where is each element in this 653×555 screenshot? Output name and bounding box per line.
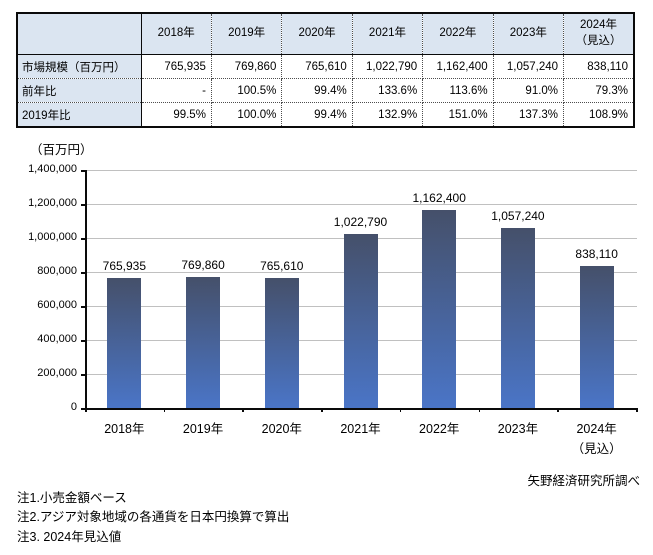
bar-chart: （百万円） 0 200,000 400,000 600,000 800,000 1,000… <box>0 130 653 470</box>
table-header-row: 2018年 2019年 2020年 2021年 2022年 2023年 2024年 （見込） <box>16 12 635 55</box>
table-year-header: 2022年 <box>422 12 494 55</box>
table-year-header: 2024年 （見込） <box>563 12 635 55</box>
table-cell: 137.3% <box>492 102 565 128</box>
bar-value-label: 769,860 <box>181 258 225 273</box>
bar-value-label: 1,162,400 <box>412 191 466 206</box>
x-axis-tick <box>399 408 402 412</box>
bar-value-label: 765,935 <box>102 258 147 273</box>
source-note: 矢野経済研究所調べ <box>527 474 640 488</box>
market-size-table-wrap: 2018年 2019年 2020年 2021年 2022年 2023年 2024年 （見込）… <box>16 12 635 128</box>
y-axis-tick-label: 800,000 <box>37 265 77 277</box>
table-year-header: 2021年 <box>351 12 424 55</box>
table-cell: 113.6% <box>422 78 494 103</box>
gridline <box>86 204 637 205</box>
y-axis-tick-label: 1,000,000 <box>28 231 77 243</box>
table-row: 前年比 -100.5% 99.4% 133.6% 113.6% 91.0% 79.3% <box>16 78 635 103</box>
table-cell: 99.4% <box>281 78 353 103</box>
table-year-header: 2023年 <box>492 12 565 55</box>
bar <box>107 277 142 408</box>
x-axis-label: 2018年 <box>104 422 145 436</box>
y-axis-tick <box>81 204 85 206</box>
table-cell: 133.6% <box>351 78 424 103</box>
x-axis-tick <box>163 408 166 412</box>
table-cell: 769,860 <box>210 54 283 79</box>
table-cell: 1,057,240 <box>492 54 565 79</box>
table-year-header: 2020年 <box>281 12 353 55</box>
bar <box>264 277 299 408</box>
table-cell: 765,935 <box>140 54 212 79</box>
table-corner-cell <box>16 12 142 55</box>
table-cell: 151.0% <box>422 102 494 128</box>
x-axis-tick <box>242 408 244 412</box>
gridline <box>86 170 637 171</box>
table-cell: 100.0% <box>210 102 283 128</box>
table-cell: 99.5% <box>140 102 212 128</box>
market-size-table: 2018年 2019年 2020年 2021年 2022年 2023年 2024年 （見込）… <box>16 12 635 128</box>
table-cell: 100.5% <box>210 78 283 103</box>
y-axis-unit-label: （百万円） <box>30 143 93 157</box>
x-axis-tick <box>478 408 481 412</box>
table-cell: 132.9% <box>351 102 424 128</box>
y-axis-tick <box>81 374 85 376</box>
table-cell: 99.4% <box>281 102 353 128</box>
bar-value-label: 765,610 <box>260 258 304 273</box>
x-axis-label: 2022年 <box>419 422 460 436</box>
y-axis-tick-label: 400,000 <box>37 333 77 345</box>
bar <box>343 234 378 408</box>
table-cell: 108.9% <box>563 102 635 128</box>
bar <box>186 277 221 408</box>
bar <box>579 265 614 408</box>
y-axis-tick-label: 600,000 <box>37 299 77 311</box>
table-year-header: 2019年 <box>210 12 283 55</box>
x-axis-label: 2023年 <box>497 422 539 436</box>
bar-value-label: 1,057,240 <box>491 209 545 224</box>
bar <box>422 210 457 408</box>
table-cell: - <box>140 78 212 103</box>
bar <box>500 228 535 408</box>
footnote-line: 注1.小売金額ベース <box>17 491 127 505</box>
table-cell: 838,110 <box>563 54 635 79</box>
footnote-line: 注2.アジア対象地域の各通貨を日本円換算で算出 <box>17 510 290 525</box>
table-row: 2019年比 99.5% 100.0% 99.4% 132.9% 151.0% 137.3%… <box>16 102 635 128</box>
x-axis-label: 2021年 <box>340 422 381 436</box>
y-axis-tick <box>81 340 85 342</box>
y-axis-tick <box>81 306 85 308</box>
x-axis-tick <box>636 408 638 412</box>
bar-value-label: 1,022,790 <box>333 215 388 230</box>
y-axis-tick <box>81 272 85 274</box>
y-axis-line <box>85 170 87 409</box>
table-cell: 1,162,400 <box>422 54 494 79</box>
y-axis-tick-label: 200,000 <box>37 367 77 379</box>
table-cell: 79.3% <box>563 78 635 103</box>
x-axis-label: 2019年 <box>182 422 224 436</box>
table-row-label: 市場規模（百万円） <box>16 54 142 79</box>
table-row-label: 2019年比 <box>16 102 142 128</box>
footnote-line: 注3. 2024年見込値 <box>17 529 122 544</box>
x-axis-line <box>85 408 638 410</box>
table-row: 市場規模（百万円） 765,935 769,860 765,610 1,022,790 1… <box>16 54 635 79</box>
x-axis-label: 2020年 <box>261 422 302 436</box>
x-axis-tick <box>321 408 323 412</box>
y-axis-tick-label: 1,400,000 <box>28 163 77 175</box>
bar-value-label: 838,110 <box>575 246 618 261</box>
y-axis-tick <box>81 170 85 172</box>
table-cell: 1,022,790 <box>351 54 424 79</box>
y-axis-tick <box>81 408 85 410</box>
table-year-header: 2018年 <box>140 12 212 55</box>
footnotes: 注1.小売金額ベース注2.アジア対象地域の各通貨を日本円換算で算出 注3. 202… <box>17 489 289 547</box>
y-axis-tick <box>81 238 85 240</box>
table-row-label: 前年比 <box>16 78 142 103</box>
x-axis-tick <box>557 408 559 412</box>
table-cell: 91.0% <box>492 78 565 103</box>
x-axis-label: 2024年 （見込） <box>571 422 622 456</box>
y-axis-tick-label: 0 <box>70 401 77 413</box>
x-axis-tick <box>85 408 87 412</box>
y-axis-tick-label: 1,200,000 <box>28 197 77 209</box>
table-cell: 765,610 <box>281 54 353 79</box>
